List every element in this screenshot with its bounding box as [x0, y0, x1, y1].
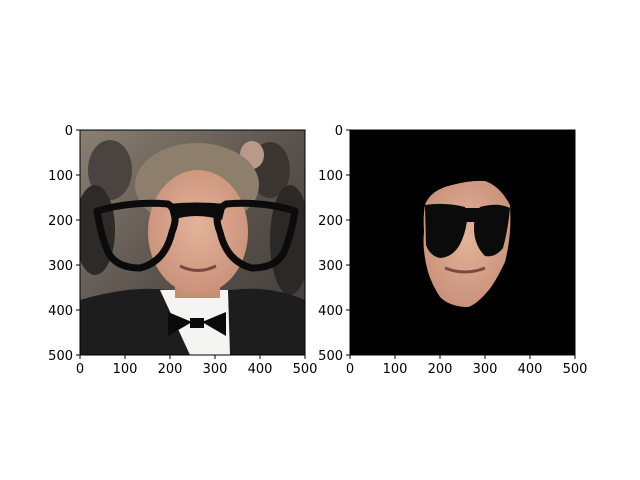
left-y-tick-label: 300	[48, 259, 73, 274]
left-y-tick-label: 0	[65, 124, 73, 139]
left-x-tick-label: 500	[293, 362, 318, 377]
right-axes-frame	[349, 129, 576, 356]
left-y-tick-label: 400	[48, 304, 73, 319]
glasses-overlay	[93, 199, 299, 272]
right-y-tick-label: 400	[318, 304, 343, 319]
photo-image	[80, 130, 305, 355]
right-x-tick-label: 100	[383, 362, 408, 377]
left-x-tick-label: 400	[248, 362, 273, 377]
left-x-tick-label: 100	[113, 362, 138, 377]
masked-face-image	[350, 130, 575, 355]
right-y-tick-label: 0	[335, 124, 343, 139]
left-axes-frame	[79, 129, 306, 356]
right-y-tick-label: 300	[318, 259, 343, 274]
right-x-tick-label: 300	[473, 362, 498, 377]
right-x-tick-label: 0	[346, 362, 354, 377]
right-y-tick-label: 500	[318, 349, 343, 364]
left-y-tick-label: 500	[48, 349, 73, 364]
right-y-tick-label: 100	[318, 169, 343, 184]
right-x-tick-label: 200	[428, 362, 453, 377]
left-x-tick-label: 0	[76, 362, 84, 377]
left-x-tick-label: 300	[203, 362, 228, 377]
left-x-tick-label: 200	[158, 362, 183, 377]
right-x-tick-label: 500	[563, 362, 588, 377]
left-y-tick-label: 100	[48, 169, 73, 184]
left-y-tick-label: 200	[48, 214, 73, 229]
right-y-tick-label: 200	[318, 214, 343, 229]
right-x-tick-label: 400	[518, 362, 543, 377]
